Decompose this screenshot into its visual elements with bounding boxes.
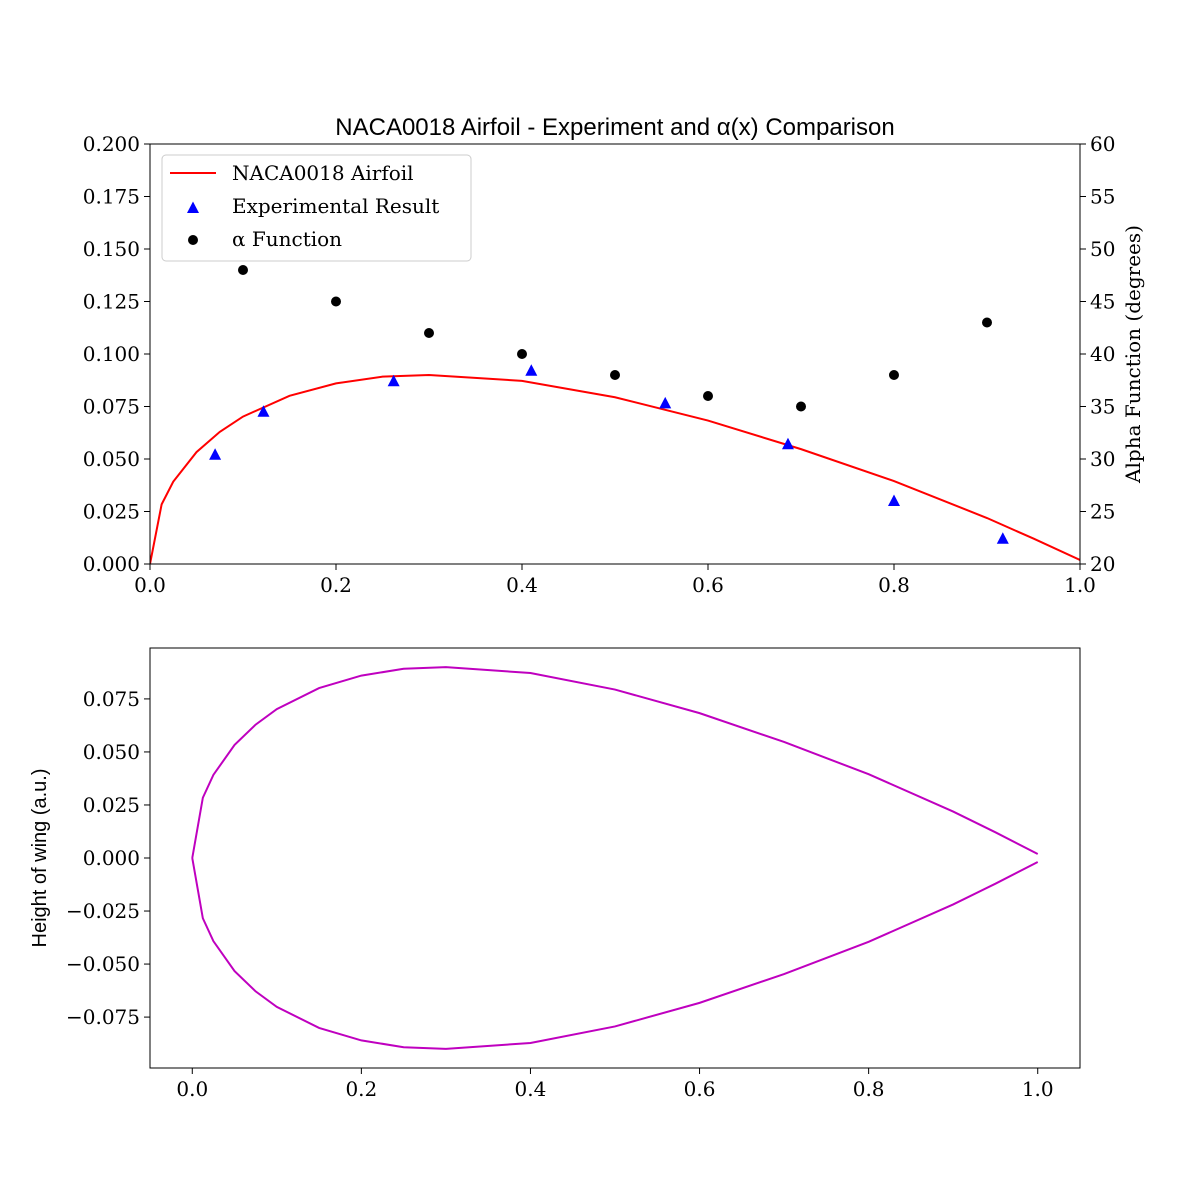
top-chart: NACA0018 Airfoil - Experiment and α(x) C… — [83, 114, 1145, 597]
y-tick-label: 0.025 — [83, 793, 140, 817]
experimental-point — [781, 437, 794, 450]
alpha-point — [982, 317, 992, 328]
y-tick-label: −0.025 — [66, 899, 140, 923]
x-tick-label: 0.0 — [134, 573, 166, 597]
experimental-point — [525, 364, 538, 376]
legend-box — [161, 154, 472, 262]
y-tick-label: 0.100 — [83, 342, 140, 366]
y-tick-label: 0.125 — [83, 290, 140, 314]
x-tick-label: 0.4 — [506, 573, 538, 597]
chart-title: NACA0018 Airfoil - Experiment and α(x) C… — [335, 114, 894, 141]
y-right-tick-label: 40 — [1090, 342, 1115, 366]
x-tick-label: 0.0 — [176, 1077, 208, 1101]
x-tick-label: 1.0 — [1064, 573, 1096, 597]
alpha-point — [331, 296, 341, 307]
y-tick-label: −0.050 — [66, 952, 140, 976]
y-right-tick-label: 55 — [1090, 185, 1115, 209]
y-tick-label: 0.075 — [83, 687, 140, 711]
y-right-tick-label: 45 — [1090, 290, 1115, 314]
alpha-point — [610, 370, 620, 380]
wing-upper-line — [191, 666, 1039, 859]
legend-label: NACA0018 Airfoil — [232, 161, 414, 185]
x-tick-label: 0.6 — [684, 1077, 716, 1101]
legend-label: Experimental Result — [232, 194, 439, 218]
wing-lower-line — [191, 857, 1039, 1050]
x-tick-label: 1.0 — [1022, 1077, 1054, 1101]
alpha-point — [517, 349, 527, 359]
y-right-tick-label: 25 — [1090, 500, 1115, 524]
x-tick-label: 0.8 — [853, 1077, 885, 1101]
alpha-point — [238, 265, 248, 275]
plot-frame-bottom — [149, 647, 1081, 1069]
y-right-tick-label: 30 — [1090, 447, 1115, 471]
x-tick-label: 0.8 — [878, 573, 910, 597]
experimental-point — [996, 532, 1009, 544]
legend: NACA0018 Airfoil Experimental Result α Fun… — [161, 154, 472, 262]
alpha-point — [703, 391, 713, 401]
x-tick-label: 0.2 — [345, 1077, 377, 1101]
legend-triangle-swatch — [187, 201, 199, 213]
y-tick-label: 0.025 — [83, 500, 140, 524]
y-right-tick-label: 20 — [1090, 552, 1115, 576]
y-right-tick-label: 50 — [1090, 237, 1115, 261]
y-tick-label: 0.200 — [83, 132, 140, 156]
legend-circle-swatch — [188, 235, 198, 245]
x-tick-label: 0.2 — [320, 573, 352, 597]
x-tick-label: 0.6 — [692, 573, 724, 597]
alpha-point — [424, 328, 434, 338]
airfoil-line — [150, 373, 1080, 564]
experimental-point — [659, 396, 672, 409]
experimental-point — [257, 405, 270, 417]
y-tick-label: 0.150 — [83, 237, 140, 261]
y-right-tick-label: 60 — [1090, 132, 1115, 156]
y-tick-label: 0.050 — [83, 447, 140, 471]
alpha-point — [889, 370, 899, 380]
y-tick-label: 0.175 — [83, 185, 140, 209]
y-right-tick-label: 35 — [1090, 395, 1115, 419]
experimental-point — [387, 374, 400, 387]
bottom-chart: 0.0 0.2 0.4 0.6 0.8 1.0 −0.075 −0.050 −0.025 0.00… — [29, 647, 1081, 1101]
y-tick-label: 0.000 — [83, 846, 140, 870]
y-tick-label: 0.050 — [83, 740, 140, 764]
alpha-point — [796, 401, 806, 412]
y-axis-label: Height of wing (a.u.) — [29, 769, 51, 948]
y-tick-label: 0.075 — [83, 395, 140, 419]
legend-label: α Function — [232, 227, 342, 251]
x-tick-label: 0.4 — [515, 1077, 547, 1101]
experimental-point — [888, 494, 900, 506]
experimental-point — [209, 448, 222, 460]
y-tick-label: 0.000 — [83, 552, 140, 576]
y-right-axis-label: Alpha Function (degrees) — [1121, 225, 1145, 484]
y-tick-label: −0.075 — [66, 1005, 140, 1029]
